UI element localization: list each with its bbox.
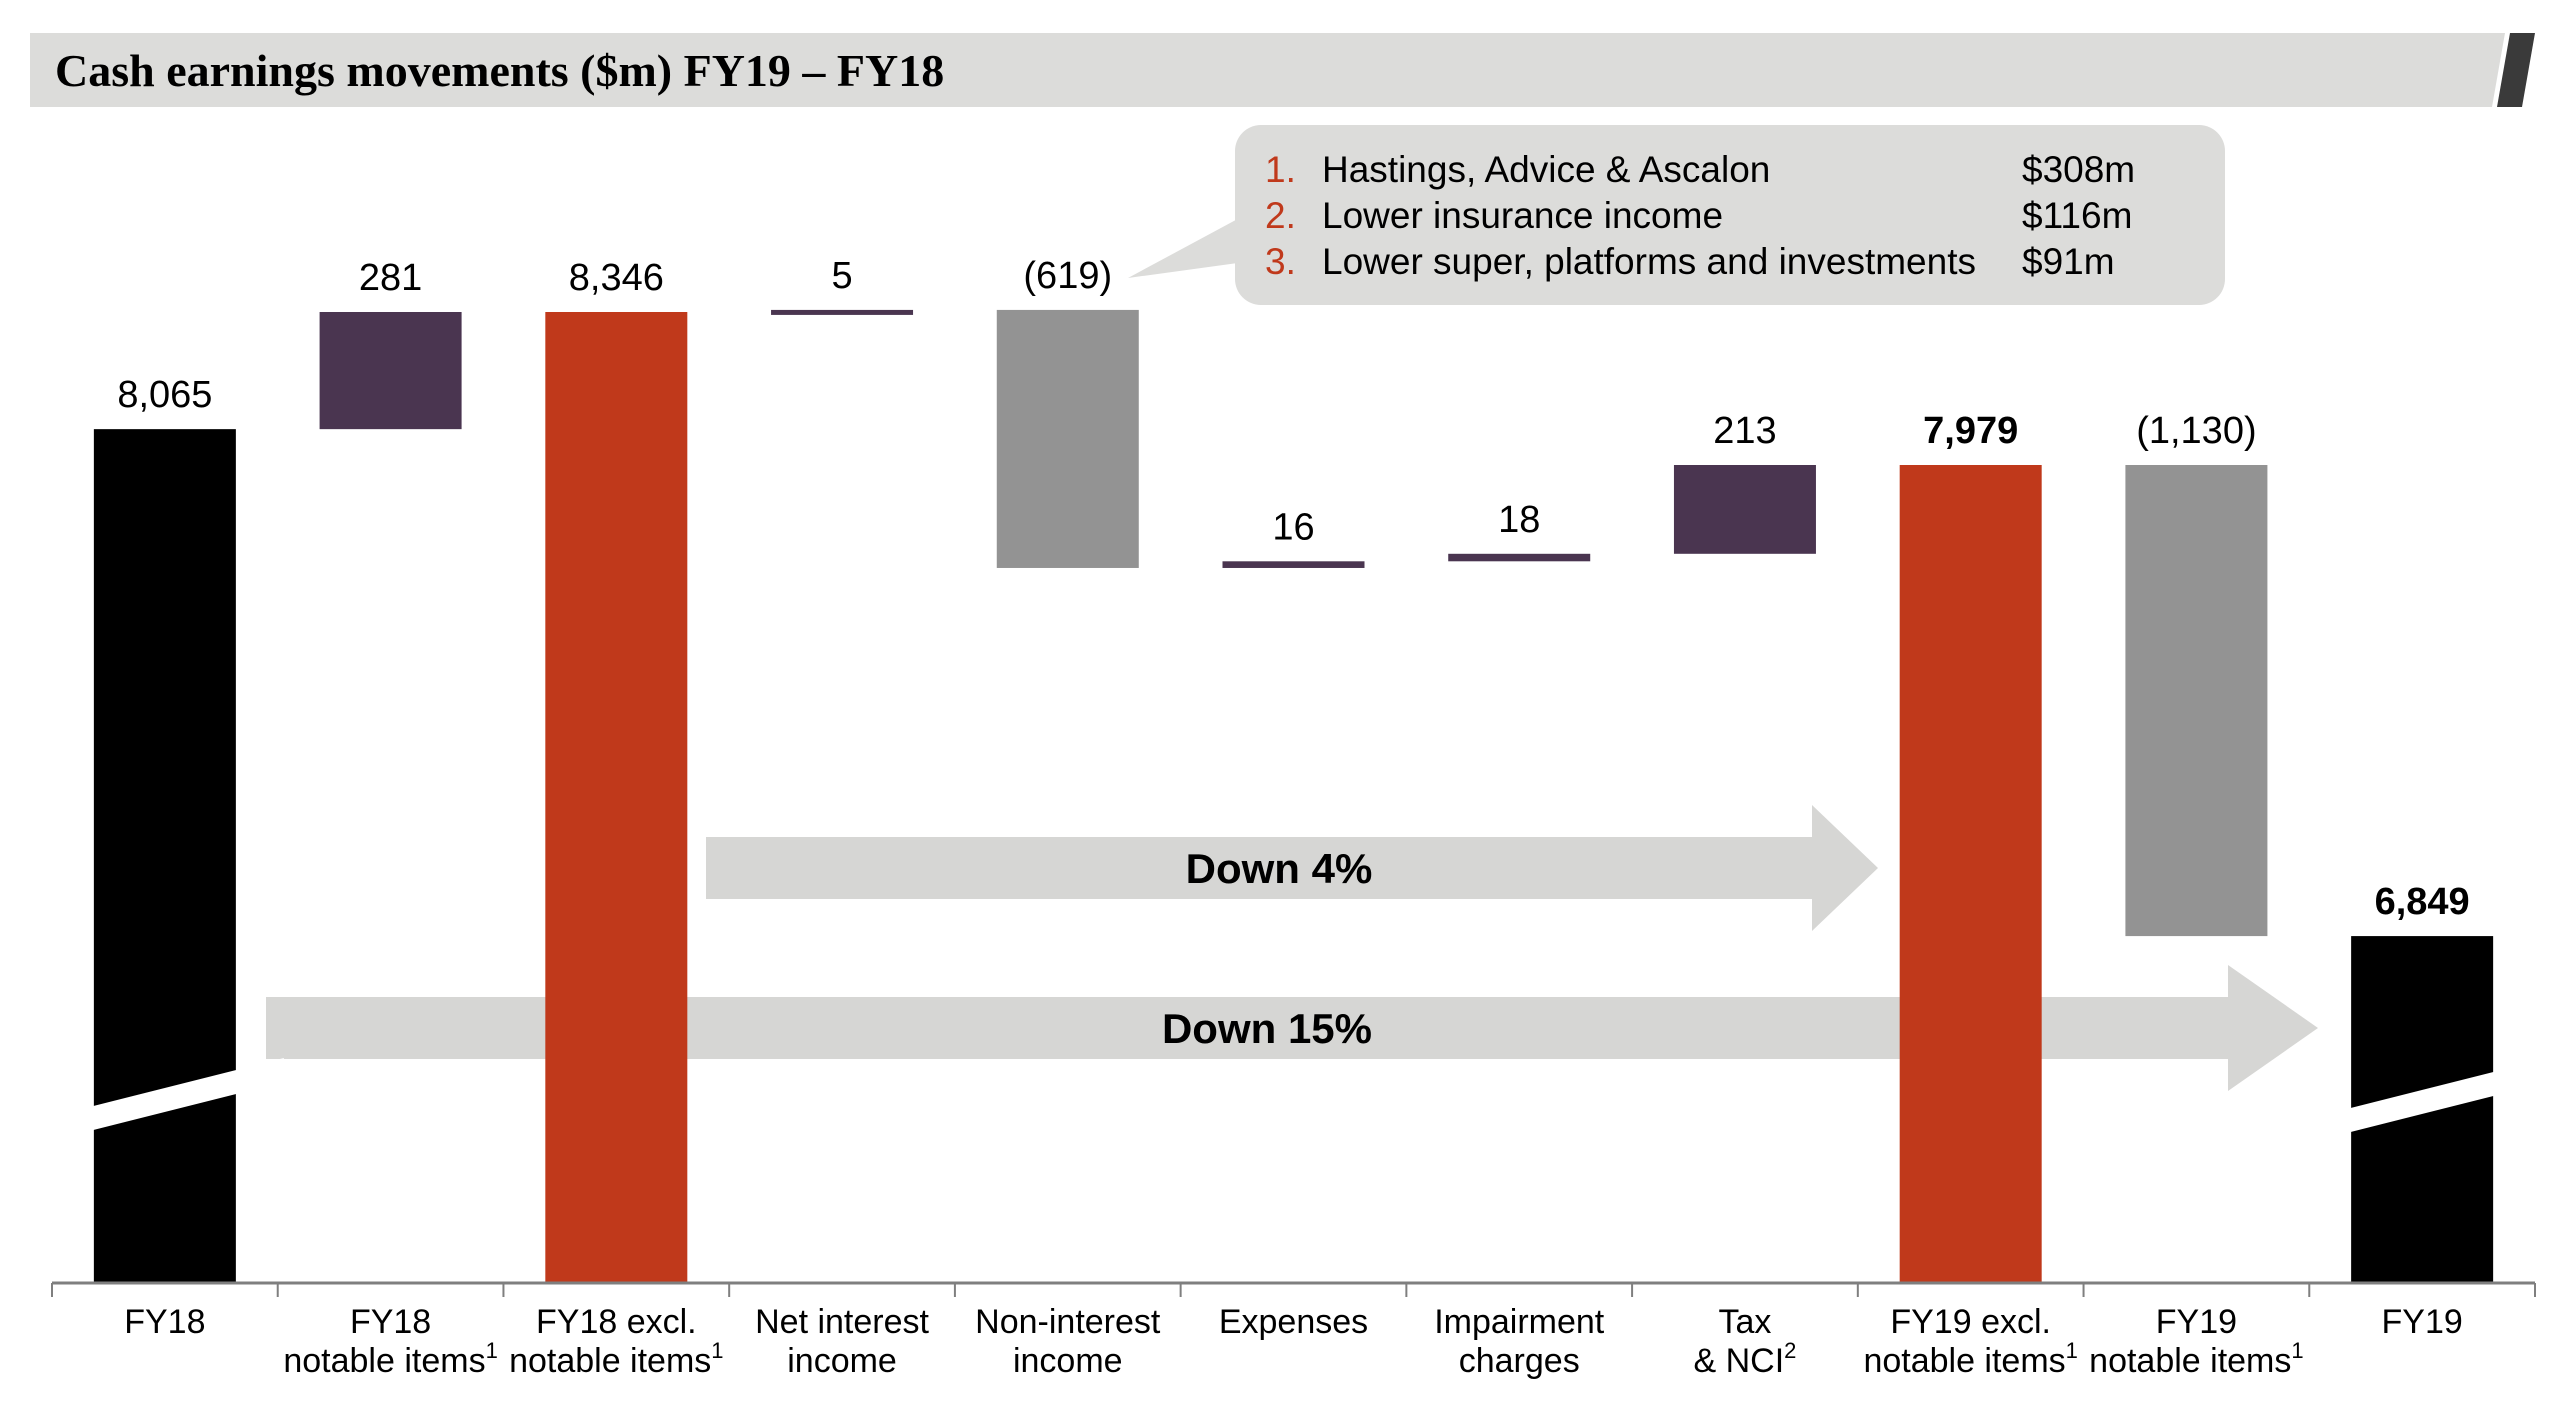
bar-delta bbox=[319, 312, 462, 430]
trend-arrow-label: Down 4% bbox=[1186, 845, 1373, 892]
arrows-layer bbox=[266, 805, 2318, 1091]
bar-delta bbox=[996, 309, 1139, 568]
callout-item-amount: $308m bbox=[2022, 149, 2135, 190]
arrow-labels-layer: Down 4% Down 15% bbox=[1162, 845, 1372, 1052]
bar-value-label: 8,065 bbox=[117, 374, 212, 416]
category-label: Impairment bbox=[1434, 1303, 1605, 1341]
bar-delta bbox=[1448, 553, 1591, 562]
bar-value-label: (619) bbox=[1023, 255, 1112, 297]
bar-total bbox=[545, 312, 688, 1283]
bar-value-label: 213 bbox=[1713, 410, 1776, 452]
bar-total bbox=[93, 429, 236, 1284]
trend-arrow bbox=[706, 805, 1878, 931]
bar-value-label: 6,849 bbox=[2375, 881, 2470, 923]
axis-breaks-layer bbox=[45, 1058, 2542, 1144]
category-label-line2: & NCI2 bbox=[1693, 1338, 1796, 1380]
category-label: FY19 excl. bbox=[1890, 1303, 2051, 1341]
callout-item-number: 1. bbox=[1265, 149, 1296, 190]
category-label: Expenses bbox=[1219, 1303, 1368, 1341]
bar-delta bbox=[771, 309, 914, 315]
category-label: Net interest bbox=[755, 1303, 929, 1341]
category-label: FY18 excl. bbox=[536, 1303, 697, 1341]
axis-break-mark bbox=[2303, 1060, 2542, 1144]
bar-value-label: (1,130) bbox=[2136, 410, 2256, 452]
category-label-line2: charges bbox=[1459, 1342, 1580, 1380]
bar-delta bbox=[1673, 465, 1816, 554]
callout-item-amount: $91m bbox=[2022, 241, 2115, 282]
callout-background bbox=[1235, 125, 2225, 305]
title-bar-slash-icon bbox=[2497, 33, 2535, 107]
category-label: Tax bbox=[1718, 1303, 1771, 1341]
bar-value-label: 281 bbox=[359, 257, 422, 299]
callout-item-number: 2. bbox=[1265, 195, 1296, 236]
value-labels-layer: 8,065 281 8,346 5 (619) 16 18 213 7,979 (1,130) 6,… bbox=[117, 255, 2469, 923]
bar-value-label: 18 bbox=[1498, 499, 1540, 541]
category-label-line2: income bbox=[787, 1342, 897, 1380]
bar-value-label: 8,346 bbox=[569, 257, 664, 299]
category-label: Non-interest bbox=[975, 1303, 1161, 1341]
title-bar-background bbox=[30, 33, 2505, 107]
bar-delta bbox=[2125, 465, 2268, 937]
trend-arrow-label: Down 15% bbox=[1162, 1005, 1372, 1052]
category-label: FY19 bbox=[2382, 1303, 2463, 1341]
callout-pointer bbox=[1128, 215, 1245, 278]
category-label-line2: notable items1 bbox=[283, 1338, 497, 1380]
callout-list: 1. Hastings, Advice & Ascalon $308m 2. Lower… bbox=[1265, 149, 2135, 282]
category-label-line2: notable items1 bbox=[1863, 1338, 2077, 1380]
callout-item-text: Lower super, platforms and investments bbox=[1322, 241, 1976, 282]
callout-item-amount: $116m bbox=[2022, 195, 2132, 236]
title-banner: Cash earnings movements ($m) FY19 – FY18 bbox=[30, 33, 2535, 107]
category-label-line2: notable items1 bbox=[2089, 1338, 2303, 1380]
bar-value-label: 16 bbox=[1272, 506, 1314, 548]
bar-value-label: 5 bbox=[831, 255, 852, 297]
x-axis bbox=[51, 1281, 2536, 1297]
callout-item-text: Lower insurance income bbox=[1322, 195, 1723, 236]
bar-value-label: 7,979 bbox=[1923, 410, 2018, 452]
callout-item-text: Hastings, Advice & Ascalon bbox=[1322, 149, 1770, 190]
category-label: FY18 bbox=[124, 1303, 205, 1341]
bars-layer bbox=[93, 309, 2494, 1284]
callout-box: 1. Hastings, Advice & Ascalon $308m 2. Lower… bbox=[1128, 125, 2225, 305]
category-label: FY18 bbox=[350, 1303, 431, 1341]
page-title: Cash earnings movements ($m) FY19 – FY18 bbox=[55, 45, 944, 96]
category-label-line2: income bbox=[1013, 1342, 1123, 1380]
axis-break-mark bbox=[45, 1058, 284, 1142]
category-label: FY19 bbox=[2156, 1303, 2237, 1341]
trend-arrow bbox=[266, 965, 2318, 1091]
bar-total bbox=[1899, 465, 2042, 1283]
bar-delta bbox=[1222, 561, 1365, 568]
category-label-line2: notable items1 bbox=[509, 1338, 723, 1380]
callout-item-number: 3. bbox=[1265, 241, 1296, 282]
